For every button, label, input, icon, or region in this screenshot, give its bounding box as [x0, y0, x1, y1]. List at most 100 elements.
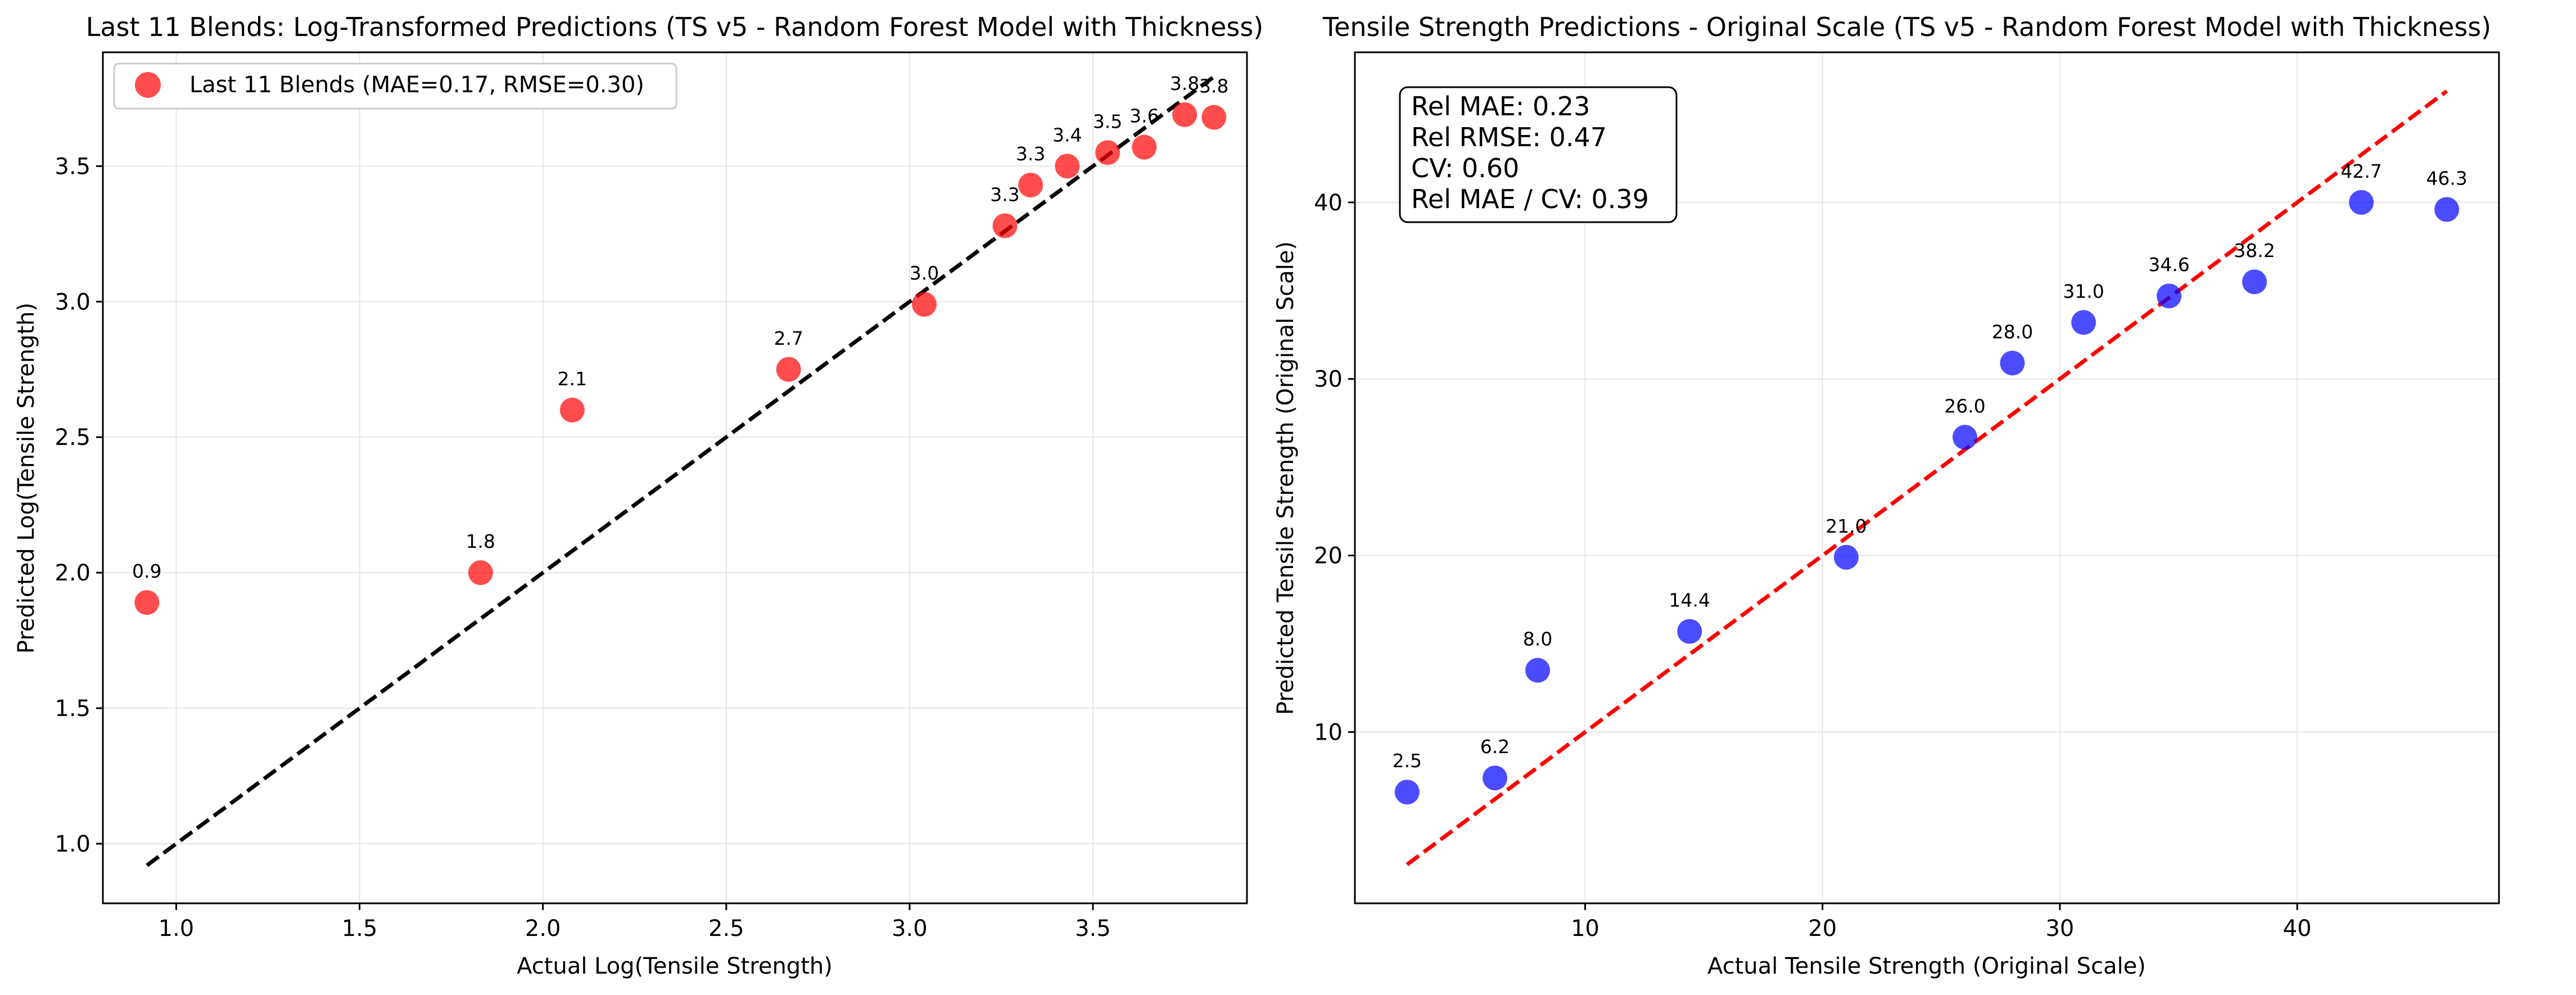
plot-border [1354, 51, 2500, 904]
y-tick-label: 1.5 [55, 696, 91, 722]
x-tick-label: 30 [2045, 916, 2074, 942]
point-label: 31.0 [2063, 280, 2104, 302]
data-point [2349, 190, 2374, 215]
y-tick-label: 40 [1314, 190, 1343, 216]
annotation-rel-rmse: Rel RMSE: 0.47 [1411, 122, 1607, 152]
data-points [1394, 190, 2460, 805]
data-point [2071, 310, 2096, 335]
annotation-rel-mae-cv: Rel MAE / CV: 0.39 [1411, 184, 1649, 214]
x-tick-label: 40 [2283, 916, 2312, 942]
data-point [1095, 140, 1120, 165]
annotation-box [1399, 86, 1678, 223]
data-point [2434, 197, 2460, 222]
point-label: 3.5 [1093, 110, 1122, 132]
data-point [1132, 134, 1157, 160]
data-point [992, 213, 1018, 238]
data-points [134, 102, 1227, 615]
x-tick-label: 1.0 [159, 916, 195, 942]
original-scale-panel: Tensile Strength Predictions - Original … [1273, 12, 2500, 979]
y-tick-label: 2.0 [55, 560, 91, 586]
data-point [776, 357, 801, 382]
data-point [134, 590, 160, 615]
plot-border [102, 51, 1248, 904]
annotation-cv: CV: 0.60 [1411, 153, 1519, 183]
data-point [1525, 658, 1551, 683]
identity-line [146, 75, 1215, 867]
y-tick-label: 3.0 [55, 289, 91, 315]
point-label: 28.0 [1992, 321, 2033, 343]
point-label: 2.5 [1393, 750, 1422, 772]
y-axis-label: Predicted Tensile Strength (Original Sca… [1273, 241, 1299, 715]
point-label: 6.2 [1480, 736, 1510, 758]
x-tick-label: 1.5 [342, 916, 378, 942]
data-point [1677, 619, 1702, 644]
legend-marker [135, 72, 161, 98]
data-point [1394, 780, 1420, 805]
data-point [468, 560, 493, 586]
grid [103, 52, 1247, 903]
point-label: 3.8 [1170, 73, 1199, 94]
point-label: 3.6 [1129, 105, 1159, 127]
tick-marks: 10 20 30 40 10 20 30 40 [1314, 190, 2311, 942]
data-point [1953, 425, 1978, 450]
x-tick-label: 3.0 [892, 916, 928, 942]
x-tick-label: 2.5 [708, 916, 744, 942]
x-tick-label: 20 [1808, 916, 1837, 942]
log-scale-panel: Last 11 Blends: Log-Transformed Predicti… [13, 12, 1263, 979]
y-tick-label: 10 [1314, 720, 1343, 746]
data-point [1833, 544, 1859, 570]
x-tick-label: 3.5 [1075, 916, 1111, 942]
x-tick-label: 2.0 [525, 916, 561, 942]
data-point [1018, 173, 1043, 198]
point-label: 38.2 [2234, 240, 2275, 262]
data-point [2157, 283, 2182, 309]
chart-title: Tensile Strength Predictions - Original … [1322, 12, 2491, 42]
reference-line [146, 75, 1215, 867]
data-point [2242, 269, 2267, 295]
data-labels: 2.5 6.2 8.0 14.4 21.0 26.0 28.0 31.0 34.6 38.2 42.… [1393, 160, 2467, 772]
metrics-annotation: Rel MAE: 0.23 Rel RMSE: 0.47 CV: 0.60 Re… [1399, 86, 1678, 223]
reference-line [1405, 89, 2448, 866]
point-label: 3.3 [990, 183, 1019, 205]
data-point [1172, 102, 1197, 127]
point-label: 3.0 [910, 262, 939, 284]
identity-line [1405, 89, 2448, 866]
data-point [1055, 154, 1080, 179]
point-label: 3.8 [1199, 75, 1228, 97]
chart-title: Last 11 Blends: Log-Transformed Predicti… [86, 12, 1264, 42]
x-axis-label: Actual Tensile Strength (Original Scale) [1707, 953, 2146, 979]
y-tick-label: 1.0 [55, 831, 91, 857]
point-label: 3.4 [1052, 124, 1082, 146]
point-label: 0.9 [132, 560, 161, 582]
x-tick-label: 10 [1571, 916, 1599, 942]
point-label: 2.1 [558, 368, 587, 390]
point-label: 21.0 [1825, 515, 1867, 537]
point-label: 3.3 [1016, 143, 1045, 165]
tick-marks: 1.0 1.5 2.0 2.5 3.0 3.5 1.0 1.5 2.0 2.5 3.0 3.5 [55, 154, 1110, 942]
grid [1355, 52, 2499, 903]
data-point [2000, 350, 2025, 376]
point-label: 26.0 [1944, 395, 1985, 417]
point-label: 8.0 [1523, 628, 1552, 650]
data-point [912, 292, 937, 317]
y-tick-label: 20 [1314, 543, 1343, 569]
y-tick-label: 3.5 [55, 154, 91, 179]
point-label: 2.7 [774, 327, 803, 349]
point-label: 34.6 [2148, 254, 2189, 276]
point-label: 14.4 [1669, 589, 1710, 611]
data-point [1483, 766, 1508, 791]
data-point [1201, 105, 1227, 130]
point-label: 46.3 [2426, 167, 2467, 189]
data-point [559, 398, 585, 423]
point-label: 42.7 [2340, 160, 2381, 182]
legend-entry: Last 11 Blends (MAE=0.17, RMSE=0.30) [189, 72, 644, 98]
y-axis-label: Predicted Log(Tensile Strength) [13, 303, 39, 654]
annotation-rel-mae: Rel MAE: 0.23 [1411, 91, 1590, 121]
legend: Last 11 Blends (MAE=0.17, RMSE=0.30) [113, 62, 677, 110]
data-labels: 0.9 1.8 2.1 2.7 3.0 3.3 3.3 3.4 3.5 3.6 3.8 3.8 [132, 73, 1229, 582]
legend-box [113, 62, 677, 110]
x-axis-label: Actual Log(Tensile Strength) [517, 953, 833, 979]
y-tick-label: 2.5 [55, 425, 91, 451]
y-tick-label: 30 [1314, 367, 1343, 393]
